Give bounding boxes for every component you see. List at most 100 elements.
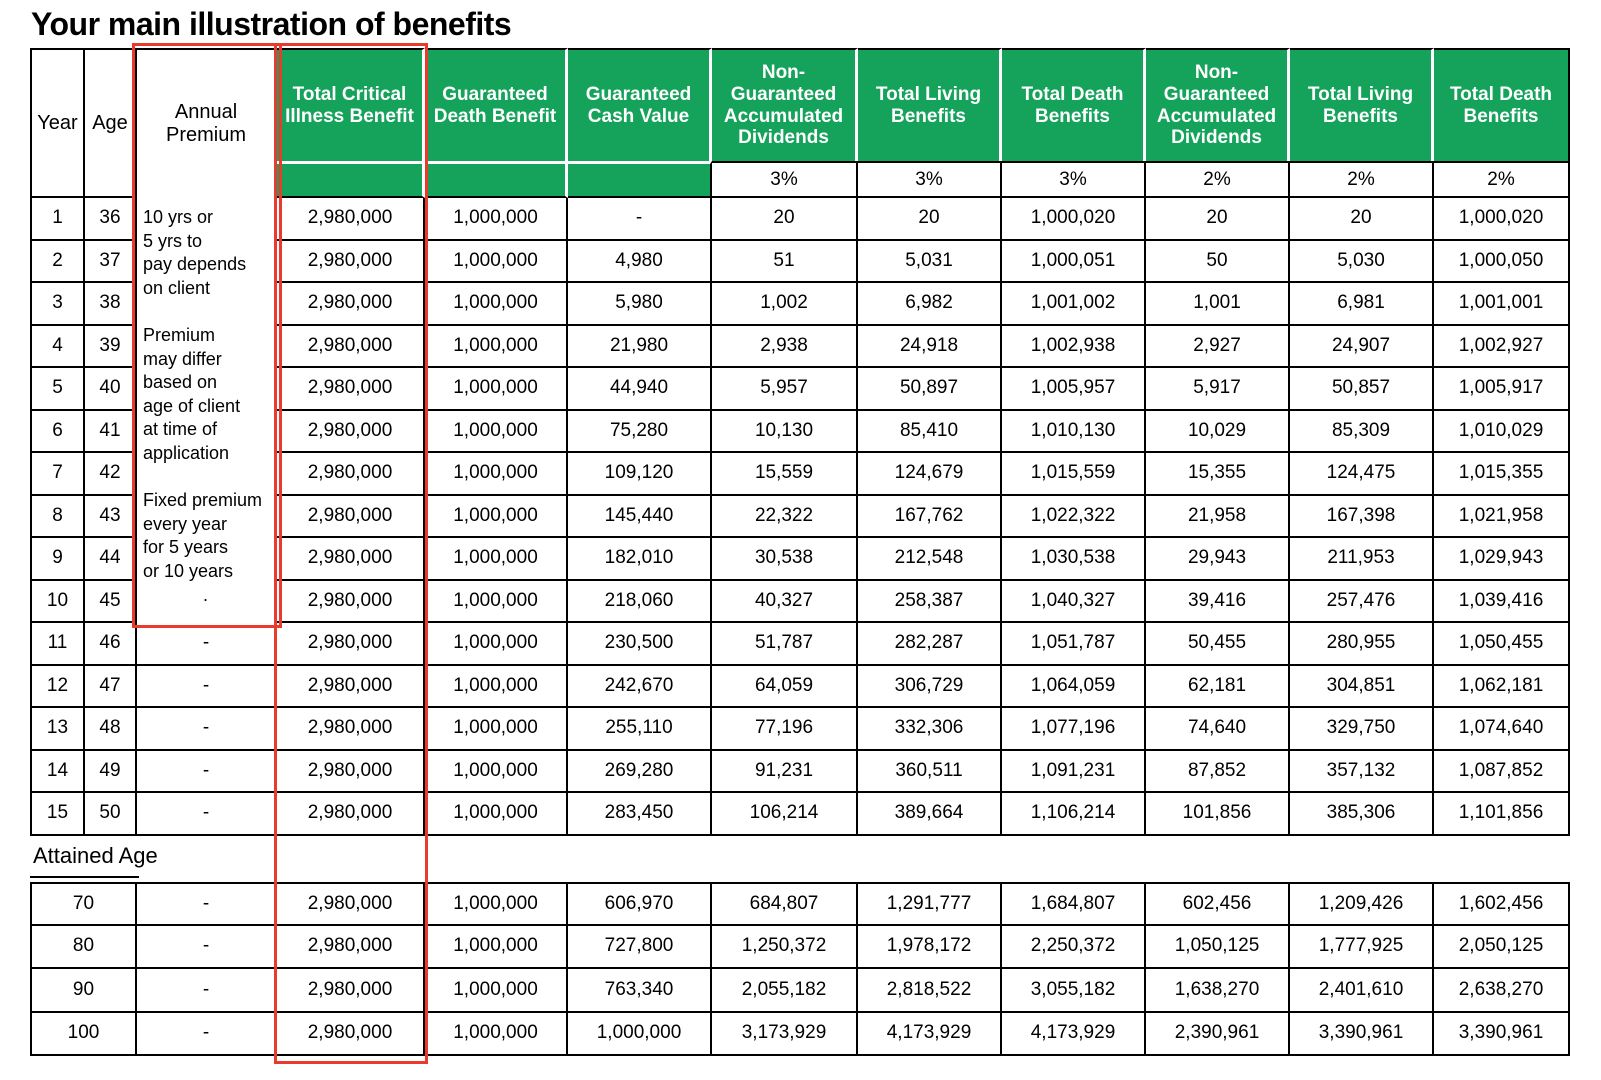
cell-death-benefits-2pct: 1,029,943 [1434, 538, 1570, 581]
cell-guaranteed-death-benefit: 1,000,000 [425, 882, 568, 926]
cell-living-benefits-2pct: 1,209,426 [1290, 882, 1434, 926]
cell-living-benefits-2pct: 167,398 [1290, 495, 1434, 538]
cell-living-benefits-3pct: 20 [858, 198, 1002, 241]
cell-death-benefits-3pct: 1,051,787 [1002, 623, 1146, 666]
cell-attained-age: 100 [30, 1012, 137, 1056]
cell-living-benefits-3pct: 306,729 [858, 665, 1002, 708]
cell-dividends-3pct: 40,327 [712, 580, 858, 623]
cell-living-benefits-3pct: 332,306 [858, 708, 1002, 751]
cell-annual-premium: - [137, 793, 277, 836]
cell-guaranteed-cash-value: 218,060 [568, 580, 712, 623]
cell-attained-age: 70 [30, 882, 137, 926]
cell-death-benefits-2pct: 1,010,029 [1434, 410, 1570, 453]
attained-age-underline [30, 876, 139, 878]
cell-guaranteed-death-benefit: 1,000,000 [425, 368, 568, 411]
cell-year: 10 [30, 580, 85, 623]
cell-age: 47 [85, 665, 137, 708]
cell-age: 41 [85, 410, 137, 453]
cell-critical-illness-benefit: 2,980,000 [277, 495, 425, 538]
cell-guaranteed-cash-value: 182,010 [568, 538, 712, 581]
cell-dividends-2pct: 1,050,125 [1146, 925, 1290, 969]
cell-dividends-2pct: 5,917 [1146, 368, 1290, 411]
cell-dividends-2pct: 602,456 [1146, 882, 1290, 926]
cell-dividends-3pct: 30,538 [712, 538, 858, 581]
cell-living-benefits-2pct: 6,981 [1290, 283, 1434, 326]
cell-dividends-2pct: 1,001 [1146, 283, 1290, 326]
dividend-rate-header: 2% [1434, 161, 1570, 198]
cell-critical-illness-benefit: 2,980,000 [277, 580, 425, 623]
cell-age: 36 [85, 198, 137, 241]
dividend-rate-header: 3% [712, 161, 858, 198]
cell-guaranteed-death-benefit: 1,000,000 [425, 708, 568, 751]
cell-dividends-3pct: 2,055,182 [712, 969, 858, 1013]
green-column-header: Non-Guaranteed Accumulated Dividends [712, 48, 858, 161]
cell-death-benefits-2pct: 1,101,856 [1434, 793, 1570, 836]
cell-death-benefits-3pct: 1,091,231 [1002, 750, 1146, 793]
cell-critical-illness-benefit: 2,980,000 [277, 198, 425, 241]
cell-death-benefits-3pct: 1,077,196 [1002, 708, 1146, 751]
cell-critical-illness-benefit: 2,980,000 [277, 368, 425, 411]
cell-guaranteed-death-benefit: 1,000,000 [425, 495, 568, 538]
cell-year: 6 [30, 410, 85, 453]
cell-living-benefits-3pct: 258,387 [858, 580, 1002, 623]
cell-dividends-2pct: 20 [1146, 198, 1290, 241]
cell-living-benefits-3pct: 389,664 [858, 793, 1002, 836]
cell-guaranteed-cash-value: 255,110 [568, 708, 712, 751]
cell-dividends-3pct: 77,196 [712, 708, 858, 751]
cell-death-benefits-3pct: 1,106,214 [1002, 793, 1146, 836]
green-subheader-cell [568, 161, 712, 198]
header-annual-premium: Annual Premium [137, 48, 277, 198]
cell-guaranteed-death-benefit: 1,000,000 [425, 1012, 568, 1056]
cell-critical-illness-benefit: 2,980,000 [277, 538, 425, 581]
cell-dividends-3pct: 3,173,929 [712, 1012, 858, 1056]
dividend-rate-header: 2% [1146, 161, 1290, 198]
cell-death-benefits-2pct: 1,000,050 [1434, 240, 1570, 283]
cell-attained-age: 90 [30, 969, 137, 1013]
cell-death-benefits-2pct: 1,021,958 [1434, 495, 1570, 538]
dividend-rate-header: 3% [858, 161, 1002, 198]
cell-guaranteed-cash-value: 1,000,000 [568, 1012, 712, 1056]
cell-dividends-2pct: 2,927 [1146, 325, 1290, 368]
cell-year: 4 [30, 325, 85, 368]
cell-death-benefits-3pct: 1,022,322 [1002, 495, 1146, 538]
cell-guaranteed-cash-value: 242,670 [568, 665, 712, 708]
cell-age: 48 [85, 708, 137, 751]
cell-guaranteed-cash-value: 21,980 [568, 325, 712, 368]
cell-age: 50 [85, 793, 137, 836]
annual-premium-note: 10 yrs or 5 yrs to pay depends on client… [143, 207, 263, 605]
cell-living-benefits-2pct: 20 [1290, 198, 1434, 241]
cell-critical-illness-benefit: 2,980,000 [277, 750, 425, 793]
cell-critical-illness-benefit: 2,980,000 [277, 969, 425, 1013]
cell-living-benefits-3pct: 5,031 [858, 240, 1002, 283]
cell-age: 46 [85, 623, 137, 666]
cell-death-benefits-3pct: 1,001,002 [1002, 283, 1146, 326]
cell-dividends-2pct: 50,455 [1146, 623, 1290, 666]
green-column-header: Non-Guaranteed Accumulated Dividends [1146, 48, 1290, 161]
cell-death-benefits-2pct: 1,087,852 [1434, 750, 1570, 793]
cell-death-benefits-3pct: 1,030,538 [1002, 538, 1146, 581]
cell-guaranteed-cash-value: 727,800 [568, 925, 712, 969]
cell-critical-illness-benefit: 2,980,000 [277, 882, 425, 926]
cell-guaranteed-death-benefit: 1,000,000 [425, 283, 568, 326]
cell-critical-illness-benefit: 2,980,000 [277, 708, 425, 751]
cell-death-benefits-2pct: 1,005,917 [1434, 368, 1570, 411]
cell-guaranteed-death-benefit: 1,000,000 [425, 325, 568, 368]
cell-death-benefits-2pct: 1,062,181 [1434, 665, 1570, 708]
green-column-header: Total Death Benefits [1434, 48, 1570, 161]
cell-year: 11 [30, 623, 85, 666]
cell-death-benefits-3pct: 1,002,938 [1002, 325, 1146, 368]
cell-age: 39 [85, 325, 137, 368]
cell-age: 40 [85, 368, 137, 411]
cell-critical-illness-benefit: 2,980,000 [277, 1012, 425, 1056]
cell-living-benefits-3pct: 212,548 [858, 538, 1002, 581]
cell-living-benefits-2pct: 357,132 [1290, 750, 1434, 793]
cell-age: 37 [85, 240, 137, 283]
cell-living-benefits-2pct: 2,401,610 [1290, 969, 1434, 1013]
cell-living-benefits-3pct: 167,762 [858, 495, 1002, 538]
cell-annual-premium: - [137, 1012, 277, 1056]
cell-guaranteed-cash-value: 109,120 [568, 453, 712, 496]
green-column-header: Total Death Benefits [1002, 48, 1146, 161]
header-age: Age [85, 48, 137, 198]
cell-critical-illness-benefit: 2,980,000 [277, 793, 425, 836]
